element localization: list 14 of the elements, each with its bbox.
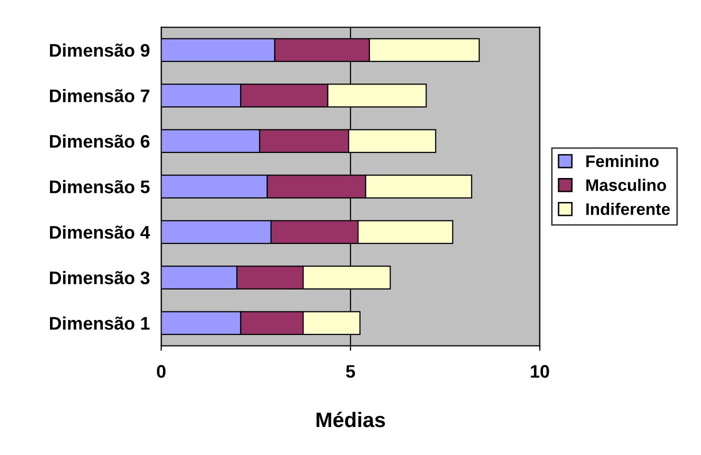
legend-label: Masculino: [586, 178, 666, 192]
y-tick-label: Dimensão 4: [50, 226, 150, 239]
y-tick-label: Dimensão 5: [50, 180, 150, 194]
y-tick-label: Dimensão 1: [50, 316, 150, 330]
x-axis-title: Médias: [316, 412, 385, 428]
x-tick-label: 10: [530, 365, 550, 378]
y-tick-label: Dimensão 6: [50, 134, 150, 148]
y-tick-label: Dimensão 7: [50, 89, 150, 102]
legend-label: Feminino: [586, 154, 659, 168]
y-tick-label: Dimensão 9: [50, 44, 150, 57]
y-tick-label: Dimensão 3: [50, 271, 150, 284]
x-tick-label: 0: [156, 365, 166, 378]
x-tick-label: 5: [346, 365, 356, 378]
legend-label: Indiferente: [586, 202, 670, 216]
